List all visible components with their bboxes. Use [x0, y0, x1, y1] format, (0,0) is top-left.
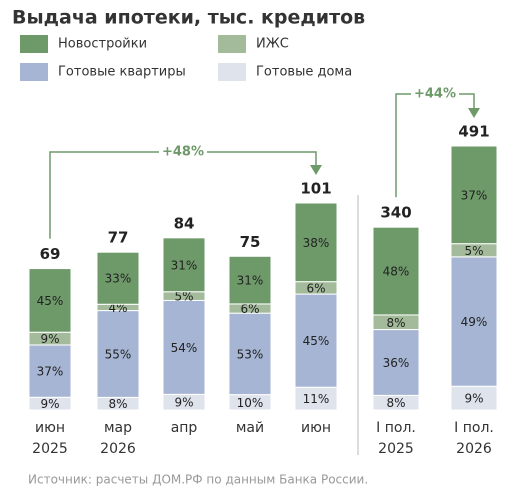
segment-label: 45%	[37, 294, 64, 308]
x-tick-label: 2026	[456, 441, 492, 457]
bar-segment	[228, 255, 272, 305]
segment-label: 38%	[303, 236, 330, 250]
x-tick-label: 2026	[100, 441, 136, 457]
segment-label: 33%	[105, 272, 132, 286]
segment-label: 54%	[171, 341, 198, 355]
legend-swatch	[218, 35, 246, 53]
annotation-bg	[159, 143, 207, 161]
segment-label: 9%	[40, 332, 59, 346]
segment-label: 9%	[40, 397, 59, 411]
total-label: 340	[380, 204, 411, 222]
bar-segment	[28, 268, 72, 333]
annotation: +48%	[162, 145, 204, 160]
legend-swatch	[218, 63, 246, 81]
x-tick-label: I пол.	[376, 420, 416, 436]
bar-segment	[162, 299, 206, 395]
x-tick-label: апр	[171, 420, 198, 436]
bar-segment	[28, 344, 72, 398]
bar-segment	[162, 237, 206, 293]
arrow-head	[310, 165, 322, 175]
bar-segment	[294, 202, 338, 283]
legend-label: Готовые дома	[256, 65, 352, 80]
x-tick-label: май	[236, 420, 264, 436]
bar-segment	[96, 251, 140, 305]
segment-label: 45%	[303, 334, 330, 348]
x-tick-label: I пол.	[454, 420, 494, 436]
segment-label: 5%	[174, 290, 193, 304]
bar-segment	[294, 293, 338, 388]
legend-label: ИЖС	[256, 37, 289, 52]
total-label: 69	[40, 245, 61, 263]
segment-label: 5%	[464, 244, 483, 258]
x-tick-label: 2025	[32, 441, 68, 457]
segment-label: 37%	[37, 365, 64, 379]
x-tick-label: июн	[301, 420, 331, 436]
x-tick-label: 2025	[378, 441, 414, 457]
segment-label: 6%	[240, 302, 259, 316]
segment-label: 10%	[237, 396, 264, 410]
segment-label: 49%	[461, 315, 488, 329]
legend-swatch	[20, 35, 48, 53]
legend-label: Новостройки	[58, 37, 147, 52]
segment-label: 31%	[237, 274, 264, 288]
total-label: 491	[458, 123, 489, 141]
segment-label: 37%	[461, 188, 488, 202]
segment-label: 31%	[171, 258, 198, 272]
bar-segment	[450, 145, 498, 245]
legend-swatch	[20, 63, 48, 81]
segment-label: 36%	[383, 356, 410, 370]
arrow-head	[468, 108, 480, 118]
source: Источник: расчеты ДОМ.РФ по данным Банка…	[28, 473, 368, 487]
segment-label: 53%	[237, 347, 264, 361]
segment-label: 48%	[383, 265, 410, 279]
bar-segment	[450, 256, 498, 387]
bar-segment	[372, 226, 420, 316]
bar-segment	[228, 312, 272, 396]
segment-label: 6%	[306, 281, 325, 295]
legend-label: Готовые квартиры	[58, 65, 186, 80]
total-label: 77	[108, 229, 129, 247]
bar-segment	[372, 329, 420, 396]
chart-title: Выдача ипотеки, тыс. кредитов	[12, 7, 365, 29]
total-label: 84	[174, 214, 195, 232]
annotation: +44%	[414, 87, 456, 102]
segment-label: 8%	[108, 397, 127, 411]
total-label: 101	[300, 180, 331, 198]
segment-label: 55%	[105, 347, 132, 361]
bar-segment	[96, 310, 140, 398]
total-label: 75	[240, 233, 261, 251]
x-tick-label: июн	[35, 420, 65, 436]
segment-label: 8%	[386, 316, 405, 330]
x-tick-label: мар	[104, 420, 132, 436]
annotation-bg	[411, 85, 459, 103]
segment-label: 11%	[303, 392, 330, 406]
segment-label: 9%	[464, 392, 483, 406]
segment-label: 9%	[174, 396, 193, 410]
segment-label: 8%	[386, 396, 405, 410]
